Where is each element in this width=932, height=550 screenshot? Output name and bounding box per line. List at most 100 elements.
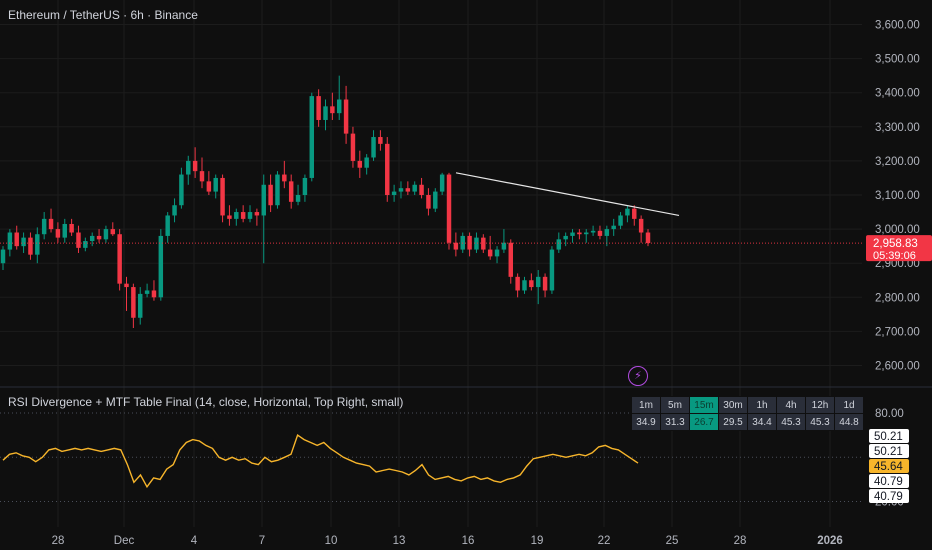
mtf-value-cell: 44.8 — [834, 413, 864, 431]
candle — [590, 225, 596, 236]
bar-countdown: 05:39:06 — [873, 250, 916, 262]
lightning-bolt-icon[interactable]: ⚡ — [628, 366, 648, 386]
candle-body — [179, 174, 184, 206]
rsi-value-label-text: 40.79 — [874, 491, 903, 503]
candle — [117, 229, 122, 291]
candle — [179, 167, 184, 209]
candle-body — [309, 96, 315, 178]
candle-body — [254, 212, 260, 216]
candle-body — [584, 232, 589, 235]
candle-body — [288, 181, 294, 202]
candle-body — [398, 188, 404, 192]
candle-body — [7, 232, 13, 250]
candle-body — [199, 171, 205, 182]
candle-body — [330, 106, 335, 114]
candle-body — [590, 230, 596, 233]
candle — [570, 229, 575, 243]
candle — [247, 205, 253, 223]
candle — [343, 85, 349, 144]
candle — [213, 174, 218, 199]
rsi-value-label-bg — [869, 444, 909, 458]
price-tick-label: 3,300.00 — [875, 122, 920, 134]
candle-body — [220, 177, 225, 216]
mtf-tf-cell: 5m — [660, 396, 690, 414]
price-tick-label: 3,600.00 — [875, 20, 920, 32]
candle-body — [597, 230, 603, 236]
candle — [268, 174, 273, 213]
rsi-value-label-bg — [869, 429, 909, 443]
candle — [549, 246, 555, 294]
candle-body — [89, 235, 95, 242]
price-tick-label: 2,600.00 — [875, 361, 920, 373]
last-price-value: 2,958.83 — [873, 238, 918, 250]
candle — [453, 232, 459, 257]
x-tick-label: 4 — [191, 535, 198, 547]
candle — [158, 229, 164, 301]
candle-body — [638, 218, 644, 233]
candle-body — [14, 232, 19, 247]
rsi-value-label: 40.79 — [869, 474, 909, 488]
candle — [186, 155, 191, 185]
candle — [419, 177, 424, 199]
candle — [144, 283, 150, 298]
candle — [28, 232, 33, 260]
candle — [584, 229, 589, 243]
candle — [336, 75, 342, 120]
price-tick-label: 2,900.00 — [875, 258, 920, 270]
candle-body — [467, 235, 472, 250]
candle — [35, 227, 40, 264]
candle-body — [494, 249, 500, 257]
mtf-tf-cell: 1d — [834, 396, 864, 414]
candle — [220, 174, 225, 223]
candle-body — [316, 96, 321, 120]
mtf-table: 1m 5m 15m 30m 1h 4h 12h 1d 34.9 31.3 26.… — [631, 396, 864, 431]
candle — [625, 205, 630, 223]
candle — [446, 172, 452, 250]
candle — [295, 184, 301, 206]
candle-body — [213, 177, 218, 192]
candle — [611, 218, 616, 236]
mtf-value-cell: 29.5 — [718, 413, 748, 431]
candle — [76, 225, 81, 253]
candle-body — [240, 212, 246, 219]
candle-body — [453, 242, 459, 250]
x-tick-label: 25 — [666, 535, 679, 547]
rsi-value-label-bg — [869, 474, 909, 488]
candle-body — [343, 99, 349, 134]
candle-body — [302, 177, 308, 195]
candle — [563, 232, 568, 247]
candle-body — [55, 229, 61, 238]
candle-body — [206, 181, 212, 192]
candle — [378, 130, 383, 151]
rsi-value-label-bg — [869, 489, 909, 503]
candle — [199, 157, 205, 189]
x-tick-label: 16 — [462, 535, 475, 547]
candle-body — [275, 174, 280, 206]
candle — [515, 273, 520, 298]
candle-body — [446, 174, 452, 243]
candle-body — [323, 106, 328, 120]
rsi-line — [2, 433, 639, 489]
candle — [522, 276, 527, 294]
candle — [597, 225, 603, 240]
candle — [535, 270, 541, 305]
x-tick-label: Dec — [114, 535, 135, 547]
candle-body — [110, 229, 116, 235]
candle — [89, 232, 95, 247]
candle — [632, 205, 637, 226]
candle-body — [295, 195, 301, 202]
rsi-value-label: 40.79 — [869, 489, 909, 503]
candle-body — [261, 184, 266, 216]
candle — [405, 181, 411, 195]
candle — [467, 232, 472, 257]
price-tick-label: 2,700.00 — [875, 326, 920, 338]
x-tick-label: 10 — [325, 535, 338, 547]
candle — [41, 212, 47, 240]
mtf-value-row: 34.9 31.3 26.7 29.5 34.4 45.3 45.3 44.8 — [631, 413, 864, 431]
candle-body — [103, 229, 109, 240]
candle — [254, 208, 260, 226]
mtf-timeframe-row: 1m 5m 15m 30m 1h 4h 12h 1d — [631, 396, 864, 414]
last-price-badge-bg — [866, 235, 932, 262]
